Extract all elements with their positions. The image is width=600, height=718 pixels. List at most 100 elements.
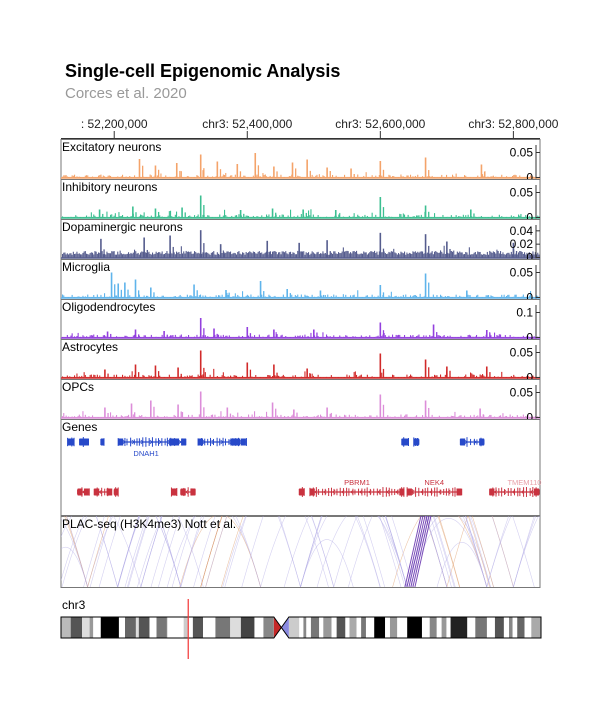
signal-track[interactable]: Microglia 0.050 [60,259,541,305]
signal-bar [480,215,482,218]
signal-bar [285,336,287,338]
signal-track[interactable]: Astrocytes 0.050 [60,339,541,385]
signal-bar [280,174,282,178]
signal-bar [195,416,197,418]
signal-track[interactable]: Oligodendrocytes 0.10 [60,299,541,345]
signal-peak [166,334,168,338]
gene-exon [336,488,338,496]
signal-bar [185,376,187,378]
gene-exon [174,438,180,446]
signal-bar [292,414,294,418]
signal-bar [232,253,234,258]
strand-arrow [411,489,415,495]
signal-bar [170,376,172,378]
signal-bar [278,416,280,418]
signal-bar [369,176,371,178]
gene-exon [83,438,89,446]
signal-bar [514,216,516,218]
signal-bar [359,416,361,418]
signal-bar [269,416,271,418]
signal-bar [534,252,536,258]
signal-bar [82,176,84,178]
signal-bar [224,296,226,298]
signal-bar [407,296,409,298]
signal-bar [267,374,269,378]
signal-bar [482,216,484,218]
signal-bar [112,336,114,338]
signal-bar [396,376,398,378]
signal-bar [447,416,449,418]
plac-seq-track[interactable]: PLAC-seq (H3K4me3) Nott et al. [0,242,600,588]
signal-bar [125,254,127,258]
signal-bar [356,176,358,178]
signal-bar [147,336,149,338]
page-title: Single-cell Epigenomic Analysis [65,61,341,81]
signal-bar [221,294,223,298]
signal-bar [525,376,527,378]
signal-peak [184,212,186,218]
signal-bar [257,295,259,298]
signal-bar [519,215,521,218]
signal-bar [309,296,311,298]
signal-peak [379,322,382,338]
signal-peak [379,353,382,378]
signal-bar [501,216,503,218]
signal-bar [341,336,343,338]
signal-bar [197,374,199,378]
signal-bar [508,176,510,178]
signal-bar [376,216,378,218]
signal-track[interactable]: OPCs 0.050 [60,379,541,425]
gene-exon [489,488,495,496]
signal-peak [326,240,328,258]
signal-bar [530,254,532,258]
signal-bar [388,416,390,418]
signal-bar [108,336,110,338]
signal-bar [372,216,374,218]
signal-bar [336,216,338,218]
signal-bar [250,216,252,218]
signal-track[interactable]: Dopaminergic neurons 0.040.020 [60,219,541,265]
signal-bar [290,376,292,378]
strand-arrow [122,439,126,445]
signal-bar [518,252,520,258]
strand-arrow [473,439,477,445]
signal-bar [252,336,254,338]
signal-bar [341,216,343,218]
signal-bar [224,376,226,378]
signal-bar [83,372,85,378]
signal-bar [520,296,522,298]
signal-track[interactable]: Excitatory neurons 0.050 [60,139,541,185]
interaction-arc [316,516,408,587]
signal-bar [113,374,115,378]
gene-exon [309,488,315,496]
signal-bar [138,415,140,418]
signal-bar [328,176,330,178]
signal-bar [173,252,175,258]
signal-peak [424,273,427,298]
signal-bar [377,176,379,178]
gene-exon [158,438,160,446]
signal-bar [378,336,380,338]
signal-bar [390,336,392,338]
interaction-arc [412,516,430,587]
signal-bar [498,376,500,378]
signal-bar [366,416,368,418]
signal-bar [366,215,368,218]
signal-bar [526,376,528,378]
gene-exon [113,489,115,495]
signal-bar [347,296,349,298]
signal-bar [184,416,186,418]
signal-bar [282,176,284,178]
signal-bar [303,176,305,178]
signal-peak [353,174,355,178]
signal-bar [119,296,121,298]
signal-bar [162,176,164,178]
signal-track[interactable]: Inhibitory neurons 0.050 [60,179,541,225]
signal-bar [188,251,190,258]
signal-bar [416,376,418,378]
chromosome-ideogram[interactable]: chr3 [0,595,600,665]
signal-bar [362,376,364,378]
signal-bar [268,375,270,378]
